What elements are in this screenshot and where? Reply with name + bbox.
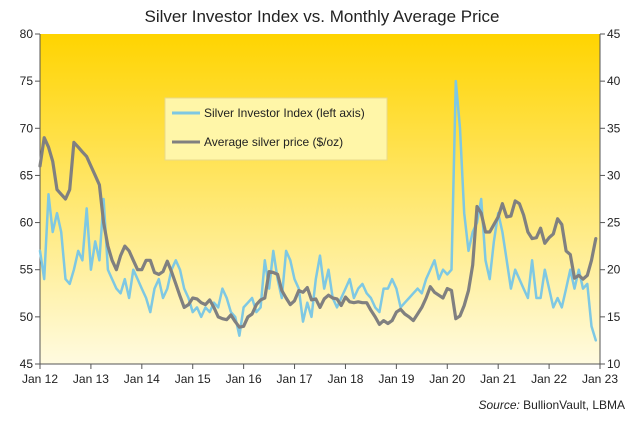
source-note: Source: BullionVault, LBMA <box>478 398 625 412</box>
left-axis-ticks: 45 50 55 60 65 70 75 80 <box>20 27 40 371</box>
x-axis-ticks: Jan 12 Jan 13 Jan 14 Jan 15 Jan 16 Jan 17 Jan … <box>22 364 618 386</box>
left-tick-label: 55 <box>20 263 34 277</box>
series-layer <box>38 79 598 342</box>
right-tick-label: 25 <box>607 216 621 230</box>
left-tick-label: 70 <box>20 121 34 135</box>
x-tick-label: Jan 22 <box>531 372 567 386</box>
x-tick-label: Jan 18 <box>327 372 363 386</box>
legend: Silver Investor Index (left axis) Averag… <box>164 97 388 161</box>
x-tick-label: Jan 12 <box>22 372 58 386</box>
x-tick-label: Jan 14 <box>124 372 160 386</box>
chart-title: Silver Investor Index vs. Monthly Averag… <box>145 7 500 26</box>
left-tick-label: 45 <box>20 357 34 371</box>
left-tick-label: 65 <box>20 168 34 182</box>
right-tick-label: 20 <box>607 263 621 277</box>
right-tick-label: 10 <box>607 357 621 371</box>
x-tick-label: Jan 15 <box>175 372 211 386</box>
left-tick-label: 75 <box>20 74 34 88</box>
right-tick-label: 30 <box>607 168 621 182</box>
x-tick-label: Jan 20 <box>429 372 465 386</box>
right-tick-label: 45 <box>607 27 621 41</box>
x-tick-label: Jan 16 <box>226 372 262 386</box>
legend-label-investor-index: Silver Investor Index (left axis) <box>204 106 365 120</box>
x-tick-label: Jan 17 <box>277 372 313 386</box>
plot-area <box>40 34 600 364</box>
x-tick-label: Jan 19 <box>378 372 414 386</box>
right-tick-label: 35 <box>607 121 621 135</box>
legend-label-silver-price: Average silver price ($/oz) <box>204 135 343 149</box>
series-line-silver-price <box>38 136 598 329</box>
left-tick-label: 80 <box>20 27 34 41</box>
source-value: BullionVault, LBMA <box>520 398 625 412</box>
right-tick-label: 40 <box>607 74 621 88</box>
right-tick-label: 15 <box>607 310 621 324</box>
x-tick-label: Jan 23 <box>582 372 618 386</box>
left-tick-label: 60 <box>20 216 34 230</box>
left-tick-label: 50 <box>20 310 34 324</box>
legend-box <box>164 97 388 161</box>
x-tick-label: Jan 13 <box>73 372 109 386</box>
x-tick-label: Jan 21 <box>480 372 516 386</box>
source-label: Source: <box>478 398 519 412</box>
series-line-investor-index <box>38 79 598 342</box>
right-axis-ticks: 10 15 20 25 30 35 40 45 <box>600 27 621 371</box>
